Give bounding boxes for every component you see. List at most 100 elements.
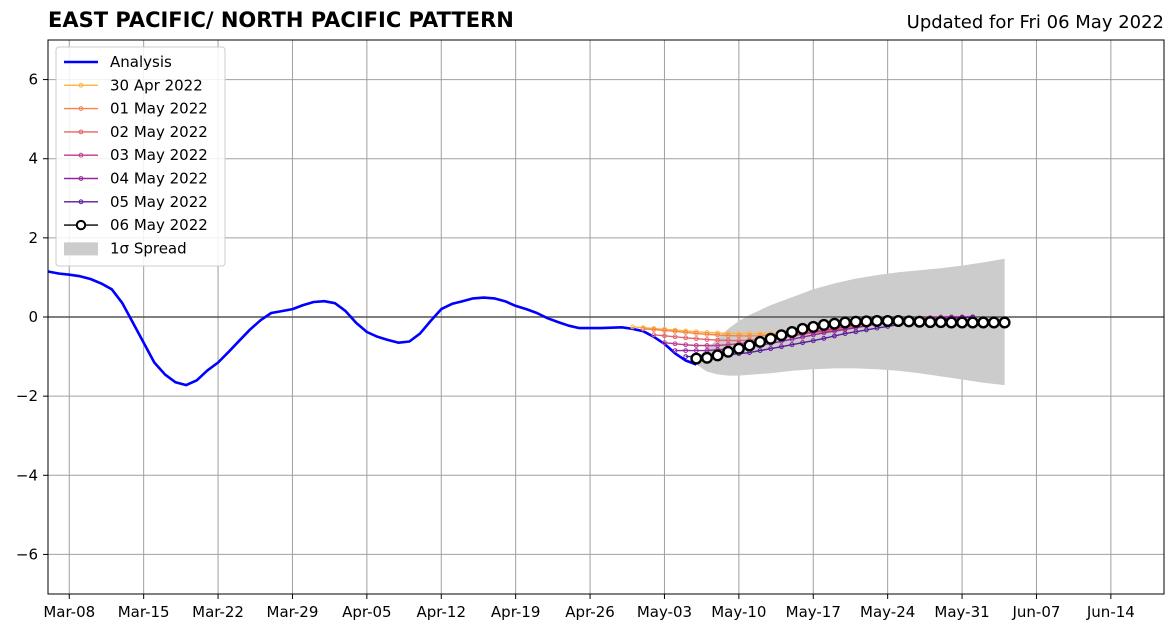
current-forecast-point [987,316,1000,329]
axis-ticks: Mar-08 Mar-15 Mar-22 Mar-29 Apr-05 Apr-12 Apr-… [16,71,1135,621]
legend-swatch-marker [78,106,84,111]
chart-title: EAST PACIFIC/ NORTH PACIFIC PATTERN [48,8,514,32]
x-tick-label: May-31 [934,603,989,621]
current-forecast-point [775,329,788,342]
forecast-point [693,331,699,336]
current-forecast-point [817,318,830,331]
legend-label: Analysis [110,53,172,71]
forecast-point [810,332,816,338]
forecast-point [683,348,689,354]
legend-label: 03 May 2022 [110,146,208,164]
current-forecast-point [732,342,745,355]
legend-label: 1σ Spread [110,239,187,257]
forecast-point [662,328,667,333]
forecast-point [821,336,827,341]
analysis-line [47,270,697,387]
y-tick-label: −6 [16,545,38,563]
current-forecast-point [881,315,894,328]
y-tick-label: 0 [28,308,38,326]
current-forecast-point [849,315,862,328]
x-tick-label: May-10 [711,603,766,621]
x-tick-label: Jun-07 [1011,603,1060,621]
current-forecast-point [754,335,767,348]
forecast-point [704,343,710,348]
current-forecast-point [945,316,958,329]
forecast-point [672,341,678,347]
y-tick-label: 4 [28,150,38,168]
forecast-point [651,332,657,338]
forecast-point [715,337,720,343]
current-forecast-point [690,352,703,365]
y-tick-label: −4 [16,466,38,484]
legend-swatch-marker [78,199,84,205]
current-forecast-point [924,316,937,329]
current-forecast-point [701,351,714,364]
forecast-point [768,346,774,352]
x-tick-label: Apr-05 [342,603,392,621]
current-forecast-point [956,316,969,329]
forecast-point [842,331,848,337]
x-tick-label: Mar-08 [43,603,95,621]
forecast-point [725,338,731,343]
current-forecast-point [786,326,799,339]
current-forecast-point [977,316,990,329]
forecast-point [736,338,742,344]
forecast-point [662,340,667,346]
forecast-point [683,330,689,335]
forecast-point [800,334,805,340]
current-forecast-point [871,315,884,328]
legend-label: 06 May 2022 [110,216,208,234]
legend: Analysis 30 Apr 2022 01 May 2022 02 May 202… [55,46,226,267]
forecast-point [864,327,869,333]
forecast-point [693,348,699,354]
legend-box [55,46,226,267]
forecast-point [672,334,678,340]
current-forecast-point [828,317,841,330]
current-forecast-point [796,322,809,335]
legend-label: 02 May 2022 [110,123,208,141]
legend-swatch-marker [75,219,87,231]
current-forecast-point [807,320,820,333]
legend-label: 05 May 2022 [110,193,208,211]
current-forecast-point [902,315,915,328]
forecast-point [693,336,699,342]
x-tick-label: Apr-26 [565,603,615,621]
forecast-point [757,348,763,354]
current-forecast-point [934,316,947,329]
forecast-point [779,344,784,350]
forecast-point [853,329,859,335]
forecast-point [832,333,837,339]
forecast-point [810,338,816,344]
forecast-point [693,343,699,348]
current-forecast-point [764,332,777,345]
forecast-point [630,324,635,330]
legend-swatch-marker [78,129,84,135]
forecast-point [683,354,689,360]
forecast-point [725,333,731,339]
current-forecast-point [839,316,852,329]
legend-swatch-marker [78,176,84,181]
legend-label: 01 May 2022 [110,100,208,118]
updated-date: Updated for Fri 06 May 2022 [906,12,1164,33]
current-forecast-point [966,316,979,329]
x-tick-label: May-24 [860,603,915,621]
forecast-point [672,348,678,354]
y-tick-label: −2 [16,387,38,405]
x-tick-label: Apr-19 [491,603,541,621]
forecast-point [704,337,710,343]
forecast-point [736,333,742,339]
current-forecast-point [860,315,873,328]
forecast-point [651,327,657,333]
forecast-point [704,331,710,337]
legend-swatch-marker [78,152,84,158]
current-forecast-point [743,339,756,352]
current-forecast-point [892,315,905,328]
x-tick-label: May-17 [786,603,841,621]
x-tick-label: Jun-14 [1086,603,1135,621]
x-tick-label: May-03 [637,603,692,621]
current-forecast-point [722,345,735,358]
legend-label: 04 May 2022 [110,170,208,188]
legend-label: 30 Apr 2022 [110,76,203,94]
y-tick-label: 6 [28,71,38,89]
